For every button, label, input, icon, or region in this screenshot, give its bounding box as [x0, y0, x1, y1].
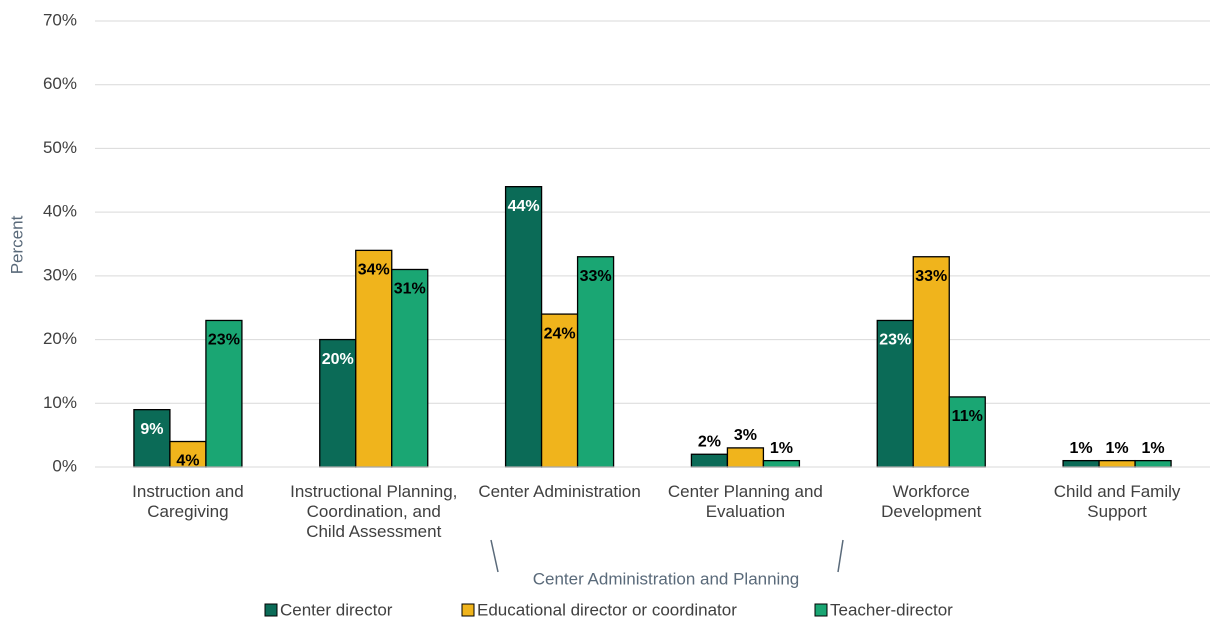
value-label: 31%: [394, 281, 426, 298]
bar: [205, 319, 243, 468]
bar: [1062, 459, 1100, 468]
value-label: 2%: [698, 433, 721, 450]
y-tick-label: 40%: [43, 202, 77, 221]
value-label: 23%: [879, 332, 911, 349]
x-tick-label-box: Instructional Planning, Coordination, an…: [290, 482, 458, 541]
y-tick-label: 0%: [52, 456, 77, 475]
x-tick-label: Instruction and Caregiving: [132, 482, 244, 521]
x-tick-label: Workforce Development: [881, 482, 982, 521]
bar: [762, 459, 801, 468]
value-label: 1%: [770, 440, 793, 457]
bar: [726, 447, 765, 468]
value-label: 1%: [1142, 440, 1165, 457]
value-label: 33%: [580, 268, 612, 285]
x-tick-label-box: Center Planning and Evaluation: [667, 482, 823, 521]
value-label: 11%: [952, 408, 983, 425]
legend-label: Educational director or coordinator: [477, 600, 737, 619]
legend-swatch: [461, 603, 475, 617]
value-label: 44%: [508, 198, 540, 215]
value-label: 23%: [208, 332, 240, 349]
value-label: 4%: [176, 453, 199, 470]
bar: [391, 268, 429, 468]
y-tick-label: 50%: [43, 138, 77, 157]
bar: [169, 440, 207, 468]
bar: [1134, 459, 1172, 468]
bracket: [837, 539, 844, 573]
x-tick-label: Center Planning and Evaluation: [667, 482, 823, 521]
legend-label: Teacher-director: [830, 600, 953, 619]
x-tick-label-box: Instruction and Caregiving: [132, 482, 244, 521]
bar: [690, 453, 729, 468]
value-label: 3%: [734, 427, 757, 444]
legend-label: Center director: [280, 600, 393, 619]
value-label: 24%: [544, 325, 576, 342]
x-tick-label: Child and Family Support: [1053, 482, 1181, 521]
x-tick-label-box: Workforce Development: [881, 482, 982, 521]
legend-swatch: [264, 603, 278, 617]
value-label: 20%: [322, 351, 354, 368]
annotation: Center Administration and Planning: [533, 569, 800, 588]
bar: [876, 319, 914, 468]
x-tick-label-box: Child and Family Support: [1053, 482, 1181, 521]
bar: [355, 249, 393, 468]
bar: [948, 396, 986, 468]
y-tick-label: 60%: [43, 74, 77, 93]
bar: [576, 256, 615, 468]
y-tick-label: 20%: [43, 329, 77, 348]
value-label: 1%: [1106, 440, 1129, 457]
y-tick-label: 10%: [43, 393, 77, 412]
bracket: [490, 539, 499, 573]
y-tick-label: 70%: [43, 10, 77, 29]
legend-swatch: [814, 603, 828, 617]
x-tick-label: Instructional Planning, Coordination, an…: [290, 482, 458, 541]
value-label: 33%: [915, 268, 947, 285]
x-tick-label-box: Center Administration: [478, 482, 641, 501]
bar: [133, 409, 171, 468]
x-tick-label: Center Administration: [478, 482, 641, 501]
value-label: 1%: [1070, 440, 1093, 457]
bar: [504, 186, 543, 468]
y-axis-label: Percent: [7, 215, 26, 274]
bar: [912, 256, 950, 468]
bar: [1098, 459, 1136, 468]
y-tick-label: 30%: [43, 265, 77, 284]
value-label: 9%: [140, 421, 163, 438]
value-label: 34%: [358, 262, 390, 279]
